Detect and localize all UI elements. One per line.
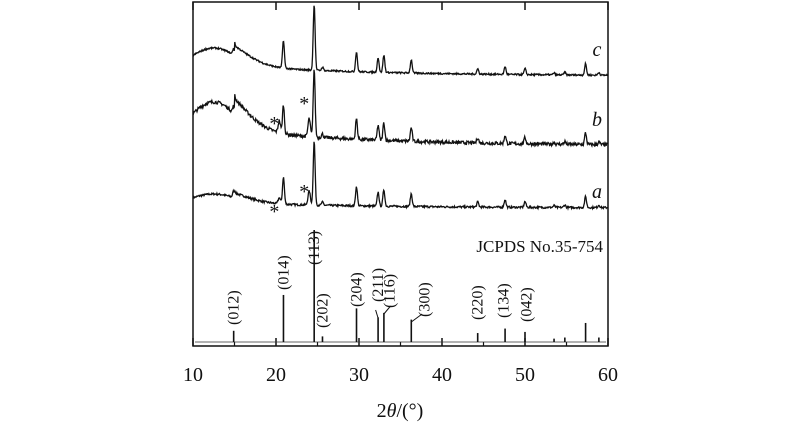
- x-tick-label: 40: [432, 364, 452, 386]
- xrd-curves: a b c: [192, 5, 609, 211]
- x-tick-label: 20: [266, 364, 286, 386]
- curve-label-a: a: [592, 181, 602, 203]
- hkl-label: (113): [306, 231, 323, 265]
- hkl-label: (220): [470, 285, 487, 320]
- reference-pattern: (012) (014) (113) (202) (204) (211)(116) (300)…: [195, 230, 606, 343]
- hkl-label: (204): [349, 272, 366, 307]
- x-axis-label-suffix: /(°): [396, 400, 423, 422]
- x-axis-ticks: [192, 2, 609, 346]
- hkl-leader: [375, 309, 379, 319]
- curve-a: [192, 141, 609, 211]
- hkl-label: (211): [370, 268, 387, 302]
- x-axis-label: 2θ/(°): [377, 400, 424, 422]
- curve-label-c: c: [593, 39, 602, 61]
- hkl-label: (202): [314, 293, 331, 328]
- x-tick-label: 10: [183, 364, 203, 386]
- curve-b: [192, 69, 608, 148]
- impurity-marker: *: [299, 181, 309, 203]
- hkl-label: (042): [519, 287, 536, 322]
- x-tick-label: 30: [349, 364, 369, 386]
- impurity-marker: *: [269, 201, 279, 223]
- x-axis-label-theta: θ: [387, 400, 397, 422]
- hkl-label: (116): [382, 274, 399, 308]
- x-axis-tick-labels: 10 20 30 40 50 60: [183, 364, 618, 386]
- reference-title: JCPDS No.35-754: [476, 237, 603, 256]
- curve-c: [192, 5, 609, 78]
- impurity-marker: *: [299, 93, 309, 115]
- curve-label-b: b: [592, 109, 602, 131]
- hkl-label: (134): [495, 283, 512, 318]
- hkl-label: (300): [417, 282, 434, 317]
- hkl-leader: [410, 313, 423, 323]
- impurity-markers: * * * *: [269, 93, 309, 223]
- hkl-leader: [383, 305, 391, 315]
- impurity-marker: *: [269, 113, 279, 135]
- plot-frame: [192, 1, 609, 347]
- x-axis-label-prefix: 2: [377, 400, 387, 422]
- hkl-label: (012): [226, 290, 243, 325]
- hkl-label: (014): [275, 255, 292, 290]
- x-tick-label: 60: [598, 364, 618, 386]
- x-tick-label: 50: [515, 364, 535, 386]
